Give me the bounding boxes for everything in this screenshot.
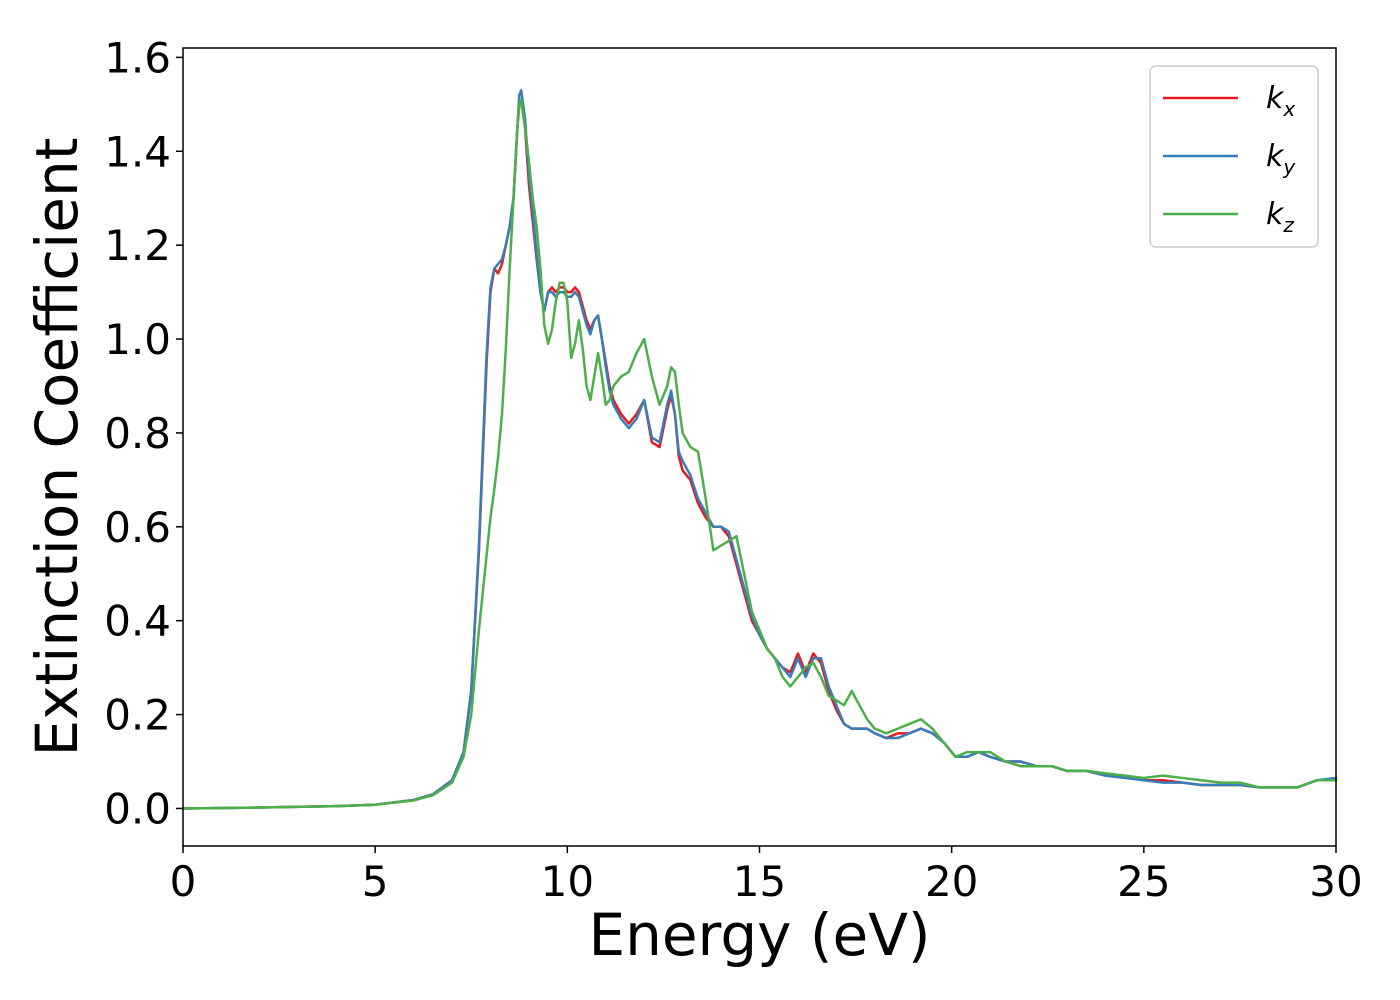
y-tick-label: 1.0 [104,315,171,364]
x-tick-label: 10 [541,857,594,906]
x-tick-label: 20 [925,857,978,906]
series-line-kz [181,98,1338,810]
x-tick-label: 25 [1117,857,1170,906]
x-axis: 0 5 10 15 20 25 30 [170,846,1363,906]
y-tick-label: 0.0 [104,784,171,833]
legend-label-kz: kz [1266,197,1294,237]
y-tick-label: 1.4 [104,127,171,176]
y-axis-title: Extinction Coefficient [23,138,91,757]
y-tick-label: 0.6 [104,503,171,552]
y-axis: 0.0 0.2 0.4 0.6 0.8 1.0 1.2 1.4 1.6 [104,33,183,833]
x-tick-label: 30 [1309,857,1362,906]
y-tick-label: 1.6 [104,33,171,82]
legend-label-kx: kx [1266,81,1295,121]
legend: kx ky kz [1149,65,1319,248]
x-tick-label: 5 [362,857,389,906]
legend-label-ky: ky [1266,139,1296,179]
y-tick-label: 0.4 [104,597,171,646]
x-axis-title: Energy (eV) [588,901,930,969]
plot-lines [181,89,1338,810]
x-tick-label: 0 [170,857,197,906]
x-tick-label: 15 [733,857,786,906]
y-tick-label: 0.8 [104,409,171,458]
y-tick-label: 0.2 [104,691,171,740]
y-tick-label: 1.2 [104,221,171,270]
